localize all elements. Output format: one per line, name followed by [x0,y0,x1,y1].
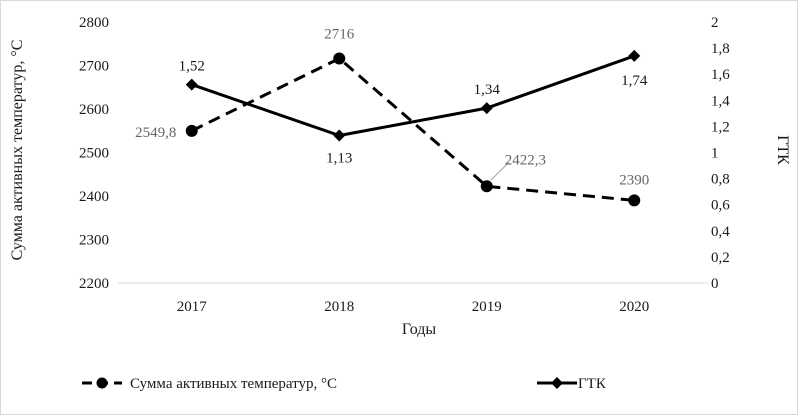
right-axis-ticks: 0 0,2 0,4 0,6 0,8 1 1,2 1,4 1,6 1,8 2 [711,15,730,292]
legend-label-gtk: ГТК [578,376,607,392]
x-axis-ticks: 2017 2018 2019 2020 [177,299,650,315]
label-leader-line [490,161,510,181]
x-tick-label: 2019 [472,299,502,315]
y-right-tick-label: 1,2 [711,119,730,135]
data-label-sum-temperatures: 2390 [619,172,649,188]
x-tick-label: 2018 [324,299,354,315]
y-left-tick-label: 2300 [79,233,109,249]
data-point-marker-circle [628,194,641,207]
data-label-gtk: 1,52 [179,59,205,75]
y-right-tick-label: 0,8 [711,172,730,188]
series-lines [191,54,635,202]
legend: Сумма активных температур, °С ГТК [82,376,607,392]
data-label-sum-temperatures: 2549,8 [135,125,176,141]
y-right-tick-label: 1 [711,146,719,162]
y-right-tick-label: 0,6 [711,198,730,214]
series-line-sum-temperatures [191,57,635,202]
y-left-tick-label: 2800 [79,15,109,31]
data-point-marker-circle [185,124,198,137]
y-right-tick-label: 1,6 [711,67,730,83]
data-point-marker-circle [480,180,493,193]
data-label-gtk: 1,13 [326,151,352,167]
x-tick-label: 2017 [177,299,208,315]
left-axis-ticks: 2200 2300 2400 2500 2600 2700 2800 [79,15,109,292]
y-right-tick-label: 0 [711,276,719,292]
y-right-tick-label: 0,4 [711,224,730,240]
data-label-sum-temperatures: 2716 [324,27,355,43]
y-left-tick-label: 2600 [79,102,109,118]
data-label-gtk: 1,74 [621,73,648,89]
data-point-marker-diamond [480,102,493,115]
data-point-marker-diamond [185,78,198,91]
y-left-tick-label: 2500 [79,146,109,162]
data-labels: 2549,8 2716 2422,3 2390 1,52 1,13 1,34 1,74 [135,27,649,189]
y-right-tick-label: 0,2 [711,250,730,266]
x-tick-label: 2020 [619,299,649,315]
legend-item-gtk: ГТК [537,376,607,392]
data-label-gtk: 1,34 [474,82,501,98]
y-right-tick-label: 1,4 [711,93,730,109]
series-markers [185,49,641,207]
y-left-tick-label: 2700 [79,59,109,75]
legend-item-sum-temperatures: Сумма активных температур, °С [82,376,337,392]
y-right-tick-label: 1,8 [711,41,730,57]
data-point-marker-diamond [333,129,346,142]
y-left-tick-label: 2200 [79,276,109,292]
x-axis-title: Годы [402,321,437,338]
data-point-marker-diamond [628,49,641,62]
data-point-marker-circle [333,52,346,65]
legend-swatch-diamond-marker [551,377,563,389]
label-leader-lines [490,161,510,181]
series-line-gtk [191,54,635,137]
y-axis-right-title: ГТК [774,135,791,165]
legend-swatch-circle-marker [96,377,108,389]
y-right-tick-label: 2 [711,15,719,31]
y-left-tick-label: 2400 [79,189,109,205]
data-label-sum-temperatures: 2422,3 [505,152,546,168]
legend-label-sum-temperatures: Сумма активных температур, °С [130,376,337,392]
y-axis-left-title: Сумма активных температур, °С [9,40,26,261]
